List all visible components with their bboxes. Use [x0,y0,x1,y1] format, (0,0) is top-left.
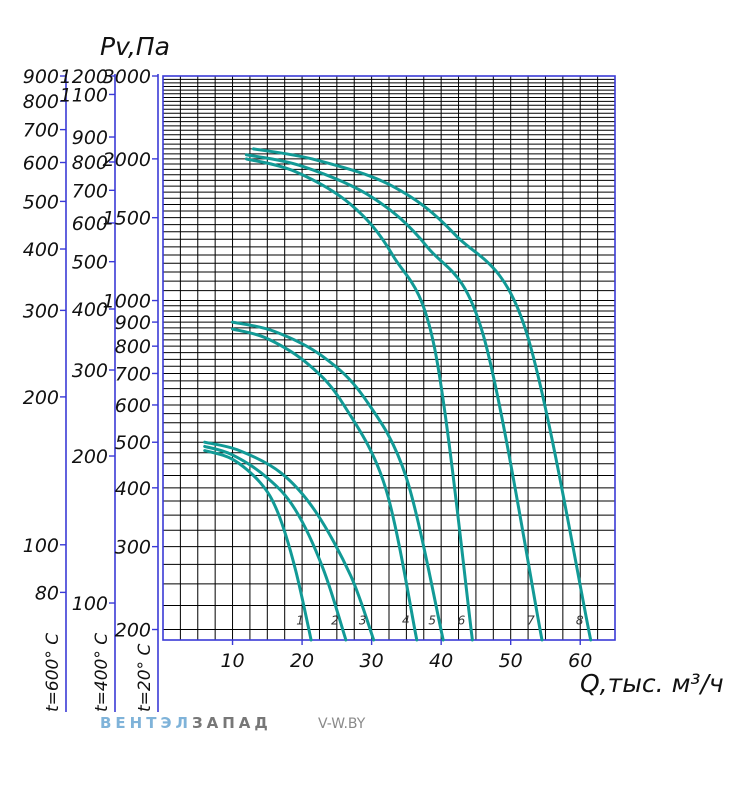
y-tick-label: 800 [115,336,151,358]
curve-number-label: 7 [527,613,535,627]
fan-curve-2 [203,444,348,642]
curve-number-label: 1 [296,613,304,627]
y-tick-label: 400 [72,299,108,321]
y-axis-temperature-label: t=400° C [92,633,112,712]
y-tick-label: 300 [72,360,108,382]
y-tick-label: 300 [115,537,151,559]
y-axis-temperature-label: t=20° C [135,644,155,712]
x-tick-label: 60 [568,650,592,672]
fan-curve-4 [231,327,419,642]
tick-labels: 2003004005006007008009001000150020003000… [23,66,593,712]
y-tick-label: 80 [35,582,59,604]
x-tick-label: 40 [429,650,453,672]
y-tick-label: 500 [115,432,151,454]
x-tick-label: 50 [499,650,523,672]
fan-curve-7 [244,153,544,642]
y-tick-label: 400 [115,478,151,500]
y-tick-label: 700 [115,363,151,385]
y-tick-label: 400 [23,239,59,261]
y-tick-label: 300 [23,300,59,322]
brand-logo: ВЕНТЭЛЗАПАД [100,714,272,732]
y-tick-label: 500 [23,191,59,213]
y-tick-label: 900 [115,312,151,334]
axes [60,74,616,712]
x-axis-title: Q,тыс. м³/ч [580,669,724,698]
fan-curve-6 [244,157,474,642]
fan-curve-8 [251,147,593,642]
y-tick-label: 500 [72,252,108,274]
y-tick-label: 600 [72,213,108,235]
fan-curve-1 [203,449,313,642]
y-tick-label: 1500 [103,208,151,230]
x-tick-label: 20 [290,650,314,672]
brand-part2: ЗАПАД [191,714,272,732]
grid [163,76,615,640]
y-tick-label: 200 [72,446,108,468]
fan-curve-3 [203,440,376,642]
y-axis-title: Pv,Па [100,32,170,61]
y-tick-label: 900 [72,127,108,149]
y-tick-label: 600 [115,395,151,417]
y-tick-label: 800 [72,152,108,174]
y-tick-label: 100 [23,535,59,557]
y-tick-label: 700 [72,180,108,202]
y-tick-label: 2000 [103,149,151,171]
curve-number-label: 6 [458,613,466,627]
y-tick-label: 600 [23,153,59,175]
y-tick-label: 100 [72,593,108,615]
x-tick-label: 30 [360,650,384,672]
y-tick-label: 700 [23,120,59,142]
y-axis-temperature-label: t=600° C [43,633,63,712]
curve-number-label: 8 [576,613,584,627]
y-tick-label: 3000 [103,66,151,88]
curve-number-label: 5 [428,613,436,627]
y-tick-label: 900 [23,66,59,88]
fan-curve-5 [231,320,445,642]
y-tick-label: 200 [115,620,151,642]
fan-curves [203,147,593,642]
y-tick-label: 200 [23,387,59,409]
curve-number-label: 2 [331,613,339,627]
y-tick-label: 1200 [60,66,108,88]
y-tick-label: 800 [23,91,59,113]
plot-frame [162,75,616,641]
y-tick-label: 1100 [60,84,108,106]
x-tick-label: 10 [220,650,244,672]
brand-part1: ВЕНТЭЛ [100,714,192,732]
site-url: V-W.BY [318,716,366,732]
curve-number-label: 3 [359,613,367,627]
curve-number-label: 4 [402,613,410,627]
y-tick-label: 1000 [103,291,151,313]
